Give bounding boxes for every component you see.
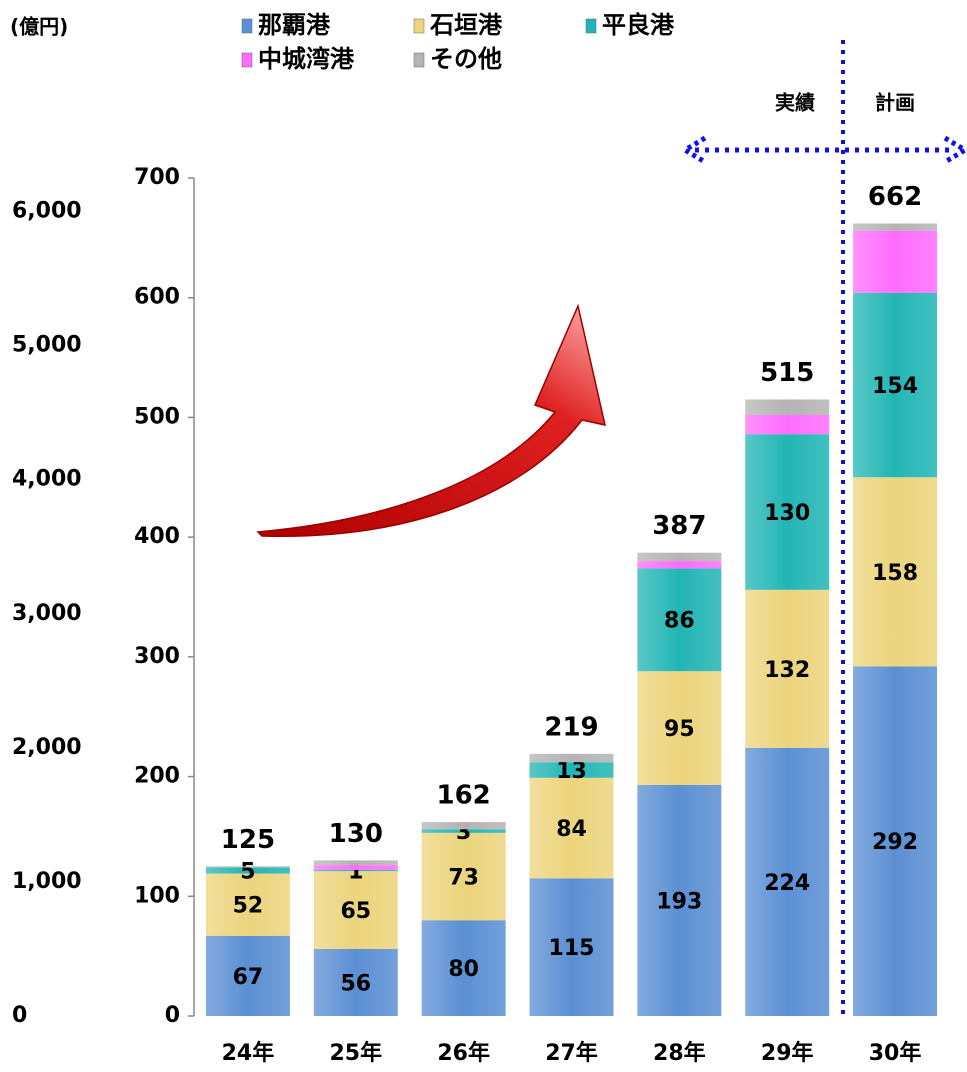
bar-segment: [745, 747, 830, 1016]
trend-arrow: [256, 303, 606, 538]
bar-segment: [529, 878, 614, 1016]
data-label: 84: [556, 817, 587, 842]
bar-segment: [313, 869, 398, 872]
total-label: 162: [437, 781, 491, 811]
data-label: 80: [448, 957, 479, 982]
legend-label: 那覇港: [258, 11, 331, 39]
x-tick-label: 24年: [222, 1040, 275, 1066]
y2-tick-label: 2,000: [12, 735, 82, 760]
bar-segment: [745, 589, 830, 748]
y2-tick-label: 1,000: [12, 869, 82, 894]
bar-segment: [205, 867, 290, 874]
legend-swatch: [585, 18, 597, 34]
legend-swatch: [413, 52, 425, 68]
bar-segment: [637, 568, 722, 672]
y-tick-label: 100: [134, 883, 180, 908]
bar-segment: [313, 860, 398, 866]
x-tick-label: 27年: [545, 1040, 598, 1066]
y2-tick-label: 6,000: [12, 199, 82, 224]
data-label: 67: [233, 965, 264, 990]
legend-label: 中城湾港: [258, 45, 355, 73]
y2-tick-label: 3,000: [12, 601, 82, 626]
legend-label: 平良港: [602, 11, 675, 39]
y2-tick-label: 4,000: [12, 467, 82, 492]
data-label: 292: [872, 830, 918, 855]
bar-segment: [205, 873, 290, 936]
bar-segment: [421, 920, 506, 1016]
bar-segment: [745, 399, 830, 416]
bar-segment: [853, 230, 938, 293]
data-label: 158: [872, 561, 918, 586]
y-tick-label: 400: [134, 524, 180, 549]
x-tick-label: 29年: [761, 1040, 814, 1066]
x-tick-label: 25年: [329, 1040, 382, 1066]
x-tick-label: 28年: [653, 1040, 706, 1066]
bar-segment: [529, 762, 614, 778]
y-tick-label: 200: [134, 764, 180, 789]
legend-label: その他: [430, 45, 502, 73]
data-label: 73: [448, 866, 479, 891]
data-label: 5: [240, 860, 255, 885]
y-tick-label: 700: [134, 165, 180, 190]
data-label: 130: [764, 501, 810, 526]
data-label: 52: [233, 894, 264, 919]
bar-segment: [313, 948, 398, 1016]
total-label: 515: [760, 358, 814, 388]
bar-segment: [421, 832, 506, 921]
data-label: 154: [872, 374, 918, 399]
bar-segment: [853, 477, 938, 667]
data-label: 13: [556, 759, 587, 784]
legend-swatch: [241, 52, 253, 68]
data-label: 56: [340, 971, 371, 996]
y-tick-label: 600: [134, 285, 180, 310]
bar-segment: [313, 871, 398, 949]
y-tick-label: 300: [134, 644, 180, 669]
data-label: 115: [549, 936, 595, 961]
x-tick-label: 30年: [869, 1040, 922, 1066]
bar-segment: [205, 935, 290, 1016]
unit-label: (億円): [10, 15, 68, 39]
total-label: 662: [868, 182, 922, 212]
y2-tick-label: 5,000: [12, 333, 82, 358]
bar-segment: [421, 829, 506, 833]
bar-segment: [745, 434, 830, 590]
data-label: 86: [664, 609, 695, 634]
annotation: 実績: [775, 91, 815, 115]
bar-segment: [853, 223, 938, 231]
x-tick-label: 26年: [437, 1040, 490, 1066]
y-tick-label: 0: [165, 1003, 180, 1028]
data-label: 65: [340, 899, 371, 924]
bar-segment: [421, 822, 506, 830]
bar-segment: [637, 561, 722, 569]
bar-segment: [853, 292, 938, 478]
total-label: 130: [329, 819, 383, 849]
data-label: 193: [656, 889, 702, 914]
data-label: 95: [664, 717, 695, 742]
bar-segment: [637, 552, 722, 562]
y2-tick-label: 0: [12, 1003, 27, 1028]
data-label: 132: [764, 658, 810, 683]
annotation: 計画: [875, 91, 915, 115]
bar-segment: [745, 415, 830, 435]
bar-segment: [313, 865, 398, 870]
bar-segment: [637, 784, 722, 1016]
y-tick-label: 500: [134, 404, 180, 429]
bar-segment: [853, 666, 938, 1016]
legend-swatch: [413, 18, 425, 34]
bar-segment: [637, 671, 722, 785]
bar-segment: [205, 866, 290, 868]
total-label: 387: [652, 511, 706, 541]
total-label: 219: [544, 712, 598, 742]
legend-label: 石垣港: [429, 11, 503, 39]
bar-segment: [529, 777, 614, 879]
total-label: 125: [221, 825, 275, 855]
data-label: 224: [764, 871, 810, 896]
bar-segment: [529, 753, 614, 763]
legend-swatch: [241, 18, 253, 34]
